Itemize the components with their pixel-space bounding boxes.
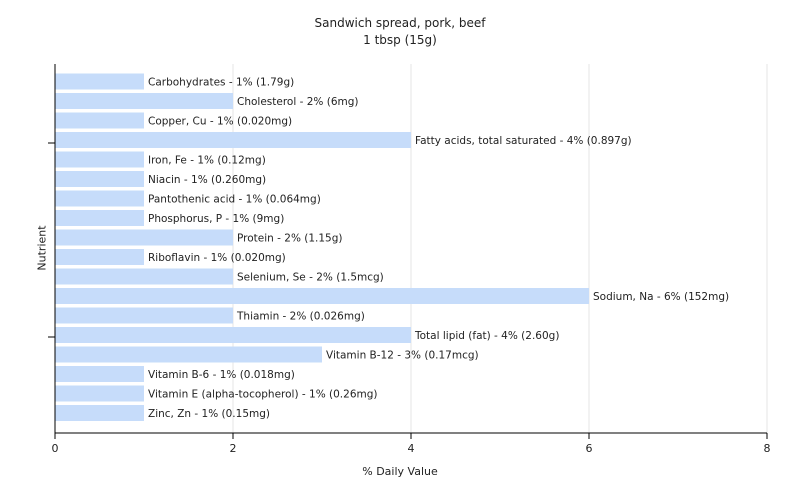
bar-label: Iron, Fe - 1% (0.12mg) <box>148 155 266 167</box>
bar <box>55 327 411 343</box>
bar-label: Copper, Cu - 1% (0.020mg) <box>148 116 292 128</box>
bar <box>55 249 144 265</box>
bar-label: Sodium, Na - 6% (152mg) <box>593 291 729 303</box>
bar-label: Carbohydrates - 1% (1.79g) <box>148 77 294 89</box>
bar <box>55 405 144 421</box>
chart-subtitle: 1 tbsp (15g) <box>363 33 437 47</box>
bar-label: Riboflavin - 1% (0.020mg) <box>148 252 286 264</box>
y-axis-label: Nutrient <box>35 225 49 271</box>
bar <box>55 73 144 90</box>
bar <box>55 385 144 402</box>
bar-label: Total lipid (fat) - 4% (2.60g) <box>414 330 559 342</box>
x-tick-label: 4 <box>408 442 415 455</box>
bar-label: Phosphorus, P - 1% (9mg) <box>148 213 284 225</box>
bar-label: Selenium, Se - 2% (1.5mcg) <box>237 272 384 284</box>
bar-label: Fatty acids, total saturated - 4% (0.897… <box>415 135 632 147</box>
x-tick-label: 6 <box>586 442 593 455</box>
bar <box>55 307 233 324</box>
x-tick-label: 2 <box>230 442 237 455</box>
x-tick-label: 0 <box>52 442 59 455</box>
bar <box>55 268 233 285</box>
bar <box>55 288 589 304</box>
bar-label: Zinc, Zn - 1% (0.15mg) <box>148 408 270 420</box>
bar-label: Vitamin B-6 - 1% (0.018mg) <box>148 369 295 381</box>
bar <box>55 366 144 382</box>
bar-label: Vitamin E (alpha-tocopherol) - 1% (0.26m… <box>148 389 378 401</box>
bar-label: Niacin - 1% (0.260mg) <box>148 174 266 186</box>
bar <box>55 190 144 207</box>
x-tick-label: 8 <box>764 442 771 455</box>
bar-label: Protein - 2% (1.15g) <box>237 233 343 245</box>
bar-label: Pantothenic acid - 1% (0.064mg) <box>148 194 321 206</box>
bar-label: Thiamin - 2% (0.026mg) <box>236 311 365 323</box>
bar <box>55 229 233 246</box>
x-axis-label: % Daily Value <box>362 465 438 478</box>
bar <box>55 93 233 109</box>
bar <box>55 171 144 187</box>
bar <box>55 210 144 226</box>
bar-label: Vitamin B-12 - 3% (0.17mcg) <box>326 350 479 362</box>
bar <box>55 132 411 148</box>
bar <box>55 151 144 168</box>
bar-label: Cholesterol - 2% (6mg) <box>237 96 359 108</box>
bar <box>55 346 322 363</box>
bar <box>55 112 144 129</box>
chart-title: Sandwich spread, pork, beef <box>314 16 486 30</box>
